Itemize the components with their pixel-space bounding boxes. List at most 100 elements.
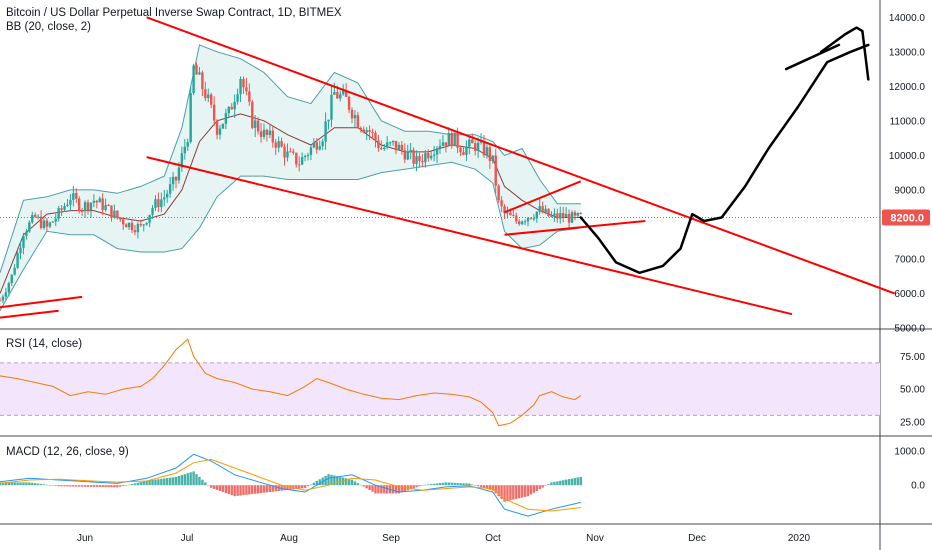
candle-body — [13, 267, 16, 275]
candle-body — [520, 221, 524, 225]
macd-histogram-bar — [394, 485, 398, 494]
projection-drawing-tip[interactable] — [820, 26, 870, 81]
candle-body — [251, 101, 254, 128]
candle-body — [95, 200, 98, 203]
candle-body — [19, 247, 22, 254]
candle-body — [25, 231, 28, 236]
macd-histogram-bar — [16, 482, 19, 486]
macd-histogram-bar — [535, 485, 538, 492]
candle-body — [274, 142, 277, 148]
projection-drawing-stroke[interactable] — [784, 43, 841, 71]
macd-histogram-bar — [133, 483, 137, 486]
macd-histogram-bar — [151, 479, 154, 486]
macd-histogram-bar — [265, 485, 269, 493]
candle-body — [36, 216, 40, 218]
candle-body — [186, 142, 189, 147]
macd-histogram-bar — [353, 481, 357, 486]
candle-body — [89, 202, 93, 211]
candle-body — [107, 205, 110, 207]
macd-histogram-bar — [10, 482, 13, 486]
price-tag-label: 8200.0 — [890, 213, 924, 225]
macd-histogram-bar — [374, 485, 377, 494]
macd-histogram-bar — [444, 482, 448, 486]
candle-body — [230, 106, 233, 110]
candle-body — [541, 206, 544, 213]
trendline[interactable] — [0, 309, 59, 319]
trendline[interactable] — [504, 219, 646, 236]
candle-body — [198, 72, 201, 75]
trendline[interactable] — [146, 156, 793, 316]
time-tick-label: Sep — [382, 533, 400, 544]
candle-body — [347, 96, 351, 110]
candle-body — [435, 148, 439, 155]
macd-histogram-bar — [136, 482, 140, 486]
macd-histogram-bar — [520, 485, 524, 498]
macd-histogram-bar — [148, 480, 151, 486]
candle-body — [16, 253, 19, 268]
macd-histogram-bar — [25, 482, 28, 486]
macd-histogram-bar — [268, 485, 272, 493]
candle-body — [383, 147, 386, 150]
candle-body — [195, 65, 198, 75]
macd-histogram-bar — [579, 476, 582, 486]
candle-body — [183, 146, 186, 154]
chart-title-text: Bitcoin / US Dollar Perpetual Inverse Sw… — [6, 7, 342, 19]
trendline[interactable] — [0, 295, 83, 309]
candle-body — [83, 202, 87, 211]
candle-body — [333, 91, 336, 95]
macd-histogram-bar — [450, 482, 453, 486]
candle-body — [280, 141, 283, 147]
time-tick-label: 2020 — [788, 533, 811, 544]
macd-histogram-bar — [400, 485, 404, 493]
candle-body — [309, 147, 313, 155]
candle-body — [163, 197, 166, 200]
candle-body — [391, 140, 395, 143]
macd-histogram-bar — [567, 479, 571, 486]
macd-histogram-bar — [503, 485, 506, 502]
rsi-tick-label: 50.00 — [900, 385, 925, 396]
candle-body — [371, 131, 374, 133]
macd-histogram-bar — [171, 477, 175, 486]
candle-body — [497, 185, 500, 201]
macd-histogram-bar — [380, 485, 383, 494]
candle-body — [10, 274, 13, 284]
candle-body — [468, 139, 471, 147]
price-tick-label: 10000.0 — [889, 151, 926, 162]
macd-histogram-bar — [570, 478, 574, 486]
macd-histogram-bar — [274, 485, 277, 492]
candle-body — [142, 224, 145, 226]
candle-body — [212, 104, 216, 121]
candle-body — [180, 153, 184, 168]
candle-body — [344, 90, 348, 97]
macd-histogram-bar — [518, 485, 521, 499]
candle-body — [221, 123, 225, 129]
macd-histogram-bar — [262, 485, 266, 493]
candle-body — [427, 153, 430, 159]
trendline[interactable] — [146, 16, 896, 295]
candle-body — [189, 93, 192, 143]
macd-histogram-bar — [409, 485, 412, 490]
candle-body — [148, 214, 151, 223]
price-tick-label: 13000.0 — [889, 47, 926, 58]
rsi-tick-label: 75.00 — [900, 352, 925, 363]
macd-histogram-bar — [447, 482, 450, 486]
macd-histogram-bar — [271, 485, 274, 492]
candle-body — [1, 296, 5, 301]
macd-histogram-bar — [476, 485, 480, 487]
candle-body — [330, 94, 333, 120]
candle-body — [559, 212, 562, 219]
macd-histogram-bar — [69, 485, 72, 487]
trendline[interactable] — [504, 180, 582, 214]
candle-body — [63, 206, 66, 210]
candle-body — [564, 214, 568, 218]
candle-body — [303, 155, 307, 158]
macd-histogram-bar — [92, 485, 96, 487]
macd-histogram-bar — [386, 485, 389, 494]
macd-histogram-bar — [89, 485, 93, 487]
projection-drawing[interactable] — [579, 43, 870, 275]
candle-body — [327, 119, 330, 122]
macd-histogram-bar — [441, 482, 445, 486]
candle-body — [57, 208, 60, 219]
macd-histogram-bar — [230, 485, 233, 496]
